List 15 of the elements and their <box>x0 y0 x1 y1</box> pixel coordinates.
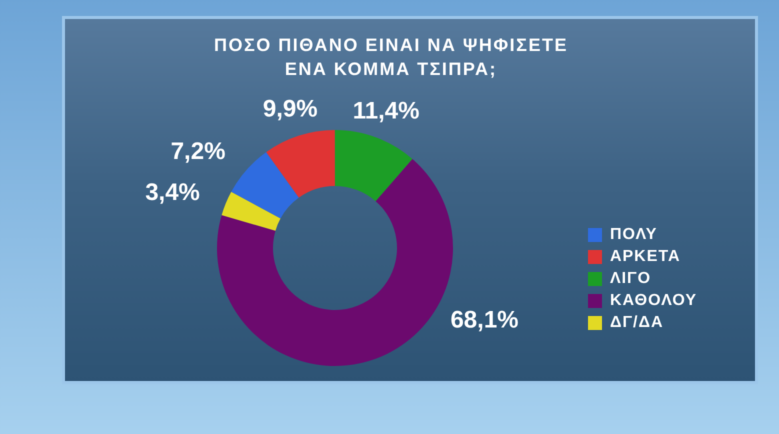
donut-slice <box>266 130 335 198</box>
data-label: 9,9% <box>262 96 318 123</box>
legend-label: ΛΙΓΟ <box>610 270 652 287</box>
donut-slice <box>334 130 412 202</box>
data-label: 11,4% <box>352 98 420 125</box>
chart-title: ΠΟΣΟ ΠΙΘΑΝΟ ΕΙΝΑΙ ΝΑ ΨΗΦΙΣΕΤΕ ΕΝΑ ΚΟΜΜΑ ΤΣΙΠΡΑ; <box>213 34 569 81</box>
legend-label: ΑΡΚΕΤΑ <box>610 248 681 265</box>
donut-slice <box>222 192 280 231</box>
data-label: 68,1% <box>450 306 519 334</box>
data-label: 3,4% <box>145 179 200 206</box>
donut-slice <box>231 152 299 219</box>
legend-label: ΔΓ/ΔΑ <box>610 314 664 331</box>
legend-label: ΚΑΘΟΛΟΥ <box>610 292 697 309</box>
legend-label: ΠΟΛΥ <box>610 226 658 243</box>
data-label: 7,2% <box>170 138 226 166</box>
